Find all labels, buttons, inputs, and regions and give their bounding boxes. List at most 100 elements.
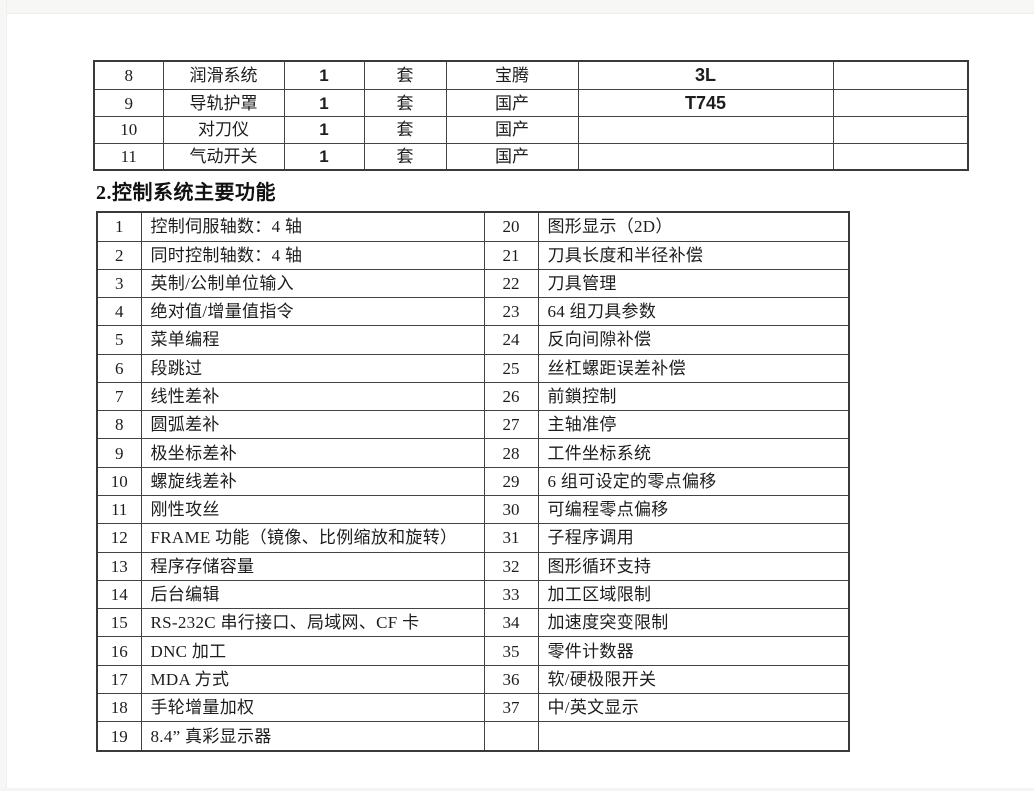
func-no-cell-right: 28 <box>483 438 539 468</box>
equip-remark-cell <box>832 60 969 90</box>
equip-origin-cell: 国产 <box>445 88 579 118</box>
func-text-cell-left: 极坐标差补 <box>140 438 485 468</box>
func-no-cell-left: 5 <box>96 325 142 355</box>
func-no-cell-left: 18 <box>96 692 142 723</box>
table-row: 15 RS-232C 串行接口、局域网、CF 卡 34 加速度突变限制 <box>96 608 850 638</box>
equip-unit-cell: 套 <box>363 88 447 118</box>
equip-no-cell: 8 <box>93 60 164 90</box>
equip-origin-cell: 国产 <box>445 116 579 144</box>
func-text-cell-right: 刀具长度和半径补偿 <box>537 240 850 270</box>
func-text-cell-left: DNC 加工 <box>140 636 485 666</box>
func-text-cell-right: 工件坐标系统 <box>537 438 850 468</box>
func-text-cell-left: 菜单编程 <box>140 325 485 355</box>
equip-model-cell: 3L <box>577 60 834 90</box>
func-text-cell-left: 控制伺服轴数：4 轴 <box>140 211 485 242</box>
table-row: 18 手轮增量加权 37 中/英文显示 <box>96 692 850 723</box>
table-row: 4 绝对值/增量值指令 23 64 组刀具参数 <box>96 297 850 327</box>
equip-no-cell: 10 <box>93 116 164 144</box>
table-row: 9 极坐标差补 28 工件坐标系统 <box>96 438 850 468</box>
func-text-cell-right: 子程序调用 <box>537 523 850 553</box>
func-no-cell-left: 1 <box>96 211 142 242</box>
func-text-cell-right: 软/硬极限开关 <box>537 664 850 695</box>
func-text-cell-right: 丝杠螺距误差补偿 <box>537 353 850 383</box>
func-no-cell-left: 17 <box>96 664 142 695</box>
equip-no-cell: 11 <box>93 142 164 171</box>
func-no-cell-right: 22 <box>483 268 539 299</box>
func-text-cell-left: MDA 方式 <box>140 664 485 695</box>
functions-table-body: 1 控制伺服轴数：4 轴 20 图形显示（2D） 2 同时控制轴数：4 轴 21… <box>96 211 850 752</box>
func-no-cell-left: 2 <box>96 240 142 270</box>
scan-edge-bottom <box>0 788 1034 791</box>
equip-name-cell: 润滑系统 <box>162 60 285 90</box>
func-text-cell-left: FRAME 功能（镜像、比例缩放和旋转） <box>140 523 485 553</box>
func-text-cell-right: 加工区域限制 <box>537 579 850 610</box>
func-text-cell-right: 可编程零点偏移 <box>537 495 850 525</box>
func-no-cell-right: 31 <box>483 523 539 553</box>
scan-edge-left <box>0 0 7 791</box>
functions-table: 1 控制伺服轴数：4 轴 20 图形显示（2D） 2 同时控制轴数：4 轴 21… <box>96 211 850 752</box>
func-text-cell-left: 线性差补 <box>140 381 485 412</box>
func-no-cell-right: 20 <box>483 211 539 242</box>
equip-model-cell: T745 <box>577 88 834 118</box>
func-no-cell-right: 21 <box>483 240 539 270</box>
func-no-cell-right: 36 <box>483 664 539 695</box>
func-text-cell-left: RS-232C 串行接口、局域网、CF 卡 <box>140 608 485 638</box>
func-no-cell-left: 14 <box>96 579 142 610</box>
func-text-cell-right: 图形显示（2D） <box>537 211 850 242</box>
equip-remark-cell <box>832 88 969 118</box>
func-no-cell-right: 32 <box>483 551 539 581</box>
func-text-cell-right: 6 组可设定的零点偏移 <box>537 466 850 497</box>
equip-name-cell: 导轨护罩 <box>162 88 285 118</box>
func-no-cell-left: 4 <box>96 297 142 327</box>
func-text-cell-left: 后台编辑 <box>140 579 485 610</box>
table-row: 11 气动开关 1 套 国产 <box>93 142 969 171</box>
func-no-cell-left: 12 <box>96 523 142 553</box>
func-no-cell-left: 7 <box>96 381 142 412</box>
func-text-cell-right: 中/英文显示 <box>537 692 850 723</box>
func-no-cell-left: 15 <box>96 608 142 638</box>
func-text-cell-left: 手轮增量加权 <box>140 692 485 723</box>
func-no-cell-left: 8 <box>96 410 142 440</box>
func-text-cell-left: 螺旋线差补 <box>140 466 485 497</box>
equipment-table: 8 润滑系统 1 套 宝腾 3L 9 导轨护罩 1 套 国产 T745 <box>93 60 969 171</box>
func-no-cell-right: 25 <box>483 353 539 383</box>
func-text-cell-left: 绝对值/增量值指令 <box>140 297 485 327</box>
equip-origin-cell: 宝腾 <box>445 60 579 90</box>
func-text-cell-right: 反向间隙补偿 <box>537 325 850 355</box>
func-no-cell-left: 11 <box>96 495 142 525</box>
func-no-cell-right: 34 <box>483 608 539 638</box>
func-no-cell-right: 33 <box>483 579 539 610</box>
func-text-cell-right: 64 组刀具参数 <box>537 297 850 327</box>
func-text-cell-left: 英制/公制单位输入 <box>140 268 485 299</box>
func-text-cell-left: 同时控制轴数：4 轴 <box>140 240 485 270</box>
func-no-cell-right: 27 <box>483 410 539 440</box>
func-no-cell-right: 26 <box>483 381 539 412</box>
equip-name-cell: 对刀仪 <box>162 116 285 144</box>
func-no-cell-left: 13 <box>96 551 142 581</box>
table-row: 3 英制/公制单位输入 22 刀具管理 <box>96 268 850 299</box>
func-no-cell-left: 10 <box>96 466 142 497</box>
equip-no-cell: 9 <box>93 88 164 118</box>
func-no-cell-left: 3 <box>96 268 142 299</box>
func-text-cell-left: 程序存储容量 <box>140 551 485 581</box>
equip-unit-cell: 套 <box>363 116 447 144</box>
func-text-cell-right <box>537 721 850 752</box>
func-no-cell-left: 6 <box>96 353 142 383</box>
table-row: 8 圆弧差补 27 主轴准停 <box>96 410 850 440</box>
table-row: 10 螺旋线差补 29 6 组可设定的零点偏移 <box>96 466 850 497</box>
func-text-cell-left: 段跳过 <box>140 353 485 383</box>
equip-model-cell <box>577 142 834 171</box>
func-text-cell-left: 刚性攻丝 <box>140 495 485 525</box>
equip-remark-cell <box>832 116 969 144</box>
func-no-cell-right <box>483 721 539 752</box>
func-text-cell-right: 零件计数器 <box>537 636 850 666</box>
table-row: 13 程序存储容量 32 图形循环支持 <box>96 551 850 581</box>
func-no-cell-right: 30 <box>483 495 539 525</box>
func-no-cell-right: 35 <box>483 636 539 666</box>
equip-qty-cell: 1 <box>283 88 365 118</box>
equip-model-cell <box>577 116 834 144</box>
func-no-cell-left: 9 <box>96 438 142 468</box>
func-text-cell-left: 圆弧差补 <box>140 410 485 440</box>
section-title: 2.控制系统主要功能 <box>96 182 276 204</box>
